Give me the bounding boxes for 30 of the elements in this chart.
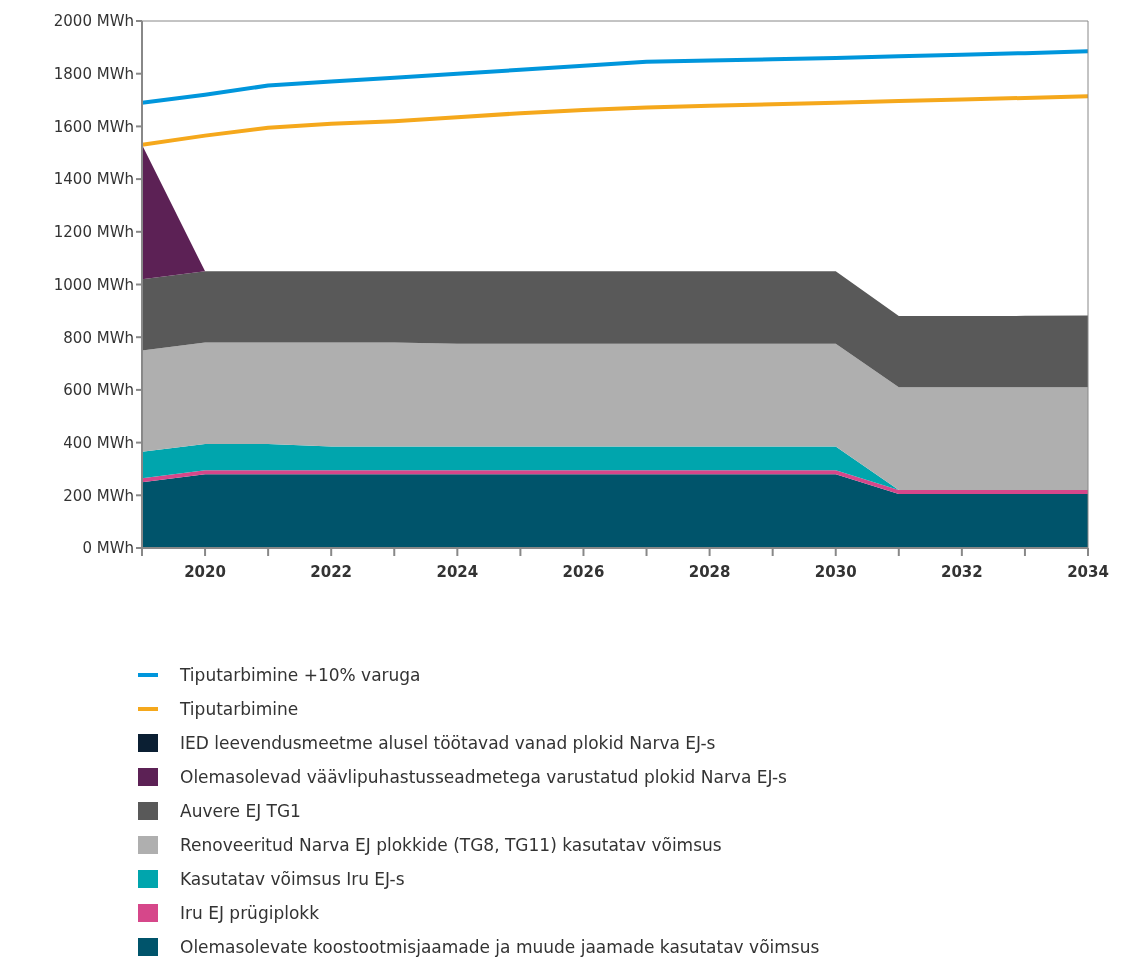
- legend-label: Kasutatav võimsus Iru EJ-s: [180, 869, 405, 889]
- y-tick-label: 1000 MWh: [53, 275, 134, 294]
- legend-label: Renoveeritud Narva EJ plokkide (TG8, TG11) kasutatav võimsus: [180, 835, 722, 855]
- x-tick-label: 2024: [436, 562, 479, 581]
- y-tick-label: 1600 MWh: [53, 117, 134, 136]
- y-tick-label: 200 MWh: [63, 486, 134, 505]
- x-tick-label: 2030: [814, 562, 857, 581]
- legend-label: Olemasolevate koostootmisjaamade ja muude jaamade kasutatav võimsus: [180, 937, 820, 957]
- y-tick-label: 1200 MWh: [53, 223, 134, 242]
- y-tick-label: 1400 MWh: [53, 170, 134, 189]
- x-tick-label: 2020: [184, 562, 226, 581]
- legend-label: Auvere EJ TG1: [180, 801, 301, 821]
- y-tick-label: 800 MWh: [63, 328, 134, 347]
- x-tick-label: 2022: [310, 562, 353, 581]
- y-tick-label: 0 MWh: [82, 539, 134, 558]
- line-series: [142, 49, 1088, 105]
- y-tick-label: 600 MWh: [63, 381, 134, 400]
- x-tick-label: 2032: [940, 562, 983, 581]
- legend-label: IED leevendusmeetme alusel töötavad vanad plokid Narva EJ-s: [180, 733, 716, 753]
- y-tick-label: 400 MWh: [63, 433, 134, 452]
- legend-label: Iru EJ prügiplokk: [180, 903, 320, 923]
- x-tick-label: 2026: [562, 562, 605, 581]
- x-tick-label: 2034: [1067, 562, 1109, 581]
- y-tick-label: 1800 MWh: [53, 65, 134, 84]
- y-tick-label: 2000 MWh: [53, 12, 134, 31]
- legend-label: Tiputarbimine +10% varuga: [180, 665, 421, 685]
- legend-label: Tiputarbimine: [180, 699, 299, 719]
- line-series: [142, 94, 1088, 147]
- legend-label: Olemasolevad väävlipuhastusseadmetega varustatud plokid Narva EJ-s: [180, 767, 787, 787]
- x-tick-label: 2028: [688, 562, 731, 581]
